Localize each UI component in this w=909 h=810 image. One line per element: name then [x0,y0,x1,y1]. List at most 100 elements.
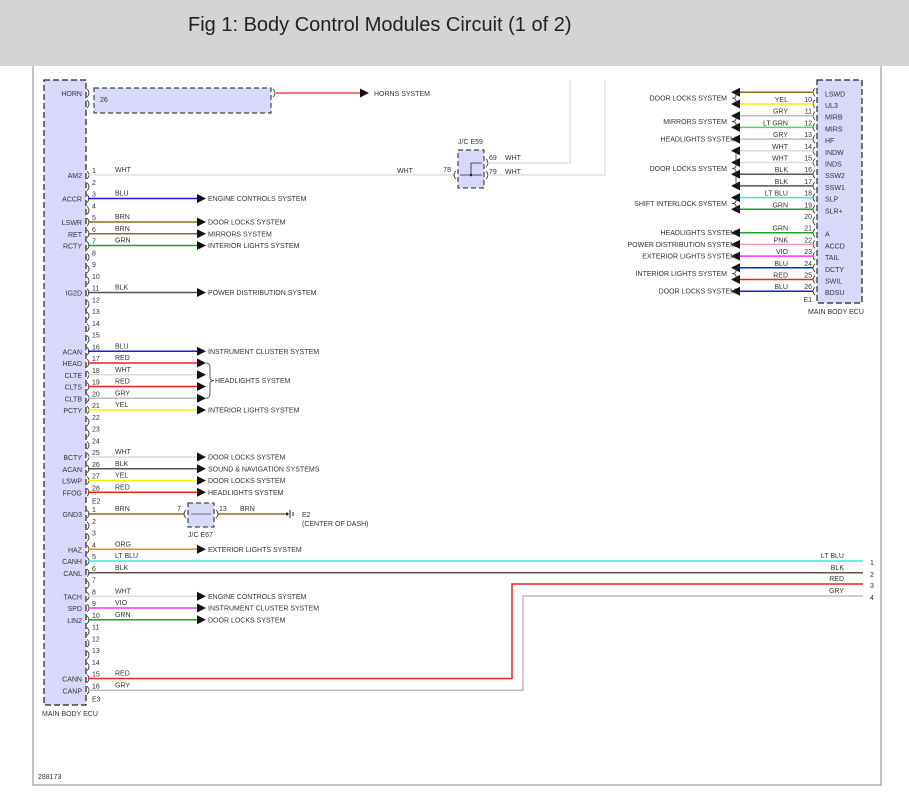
wire-color-label: GRN [115,238,131,245]
wire-color-label: BLU [115,191,129,198]
pin-number: 2 [92,519,96,526]
pin-number: 27 [92,474,100,481]
wire-color-label: BLK [775,179,789,186]
wire-color-label: WHT [115,167,132,174]
pin-number: 1 [92,168,96,175]
pin-number: 4 [92,203,96,210]
pin-number: 20 [92,391,100,398]
pin-number: 21 [92,403,100,410]
arrow-right-icon [197,217,206,227]
connector-pin-mark [812,111,816,120]
connector-pin-mark [86,264,90,274]
arrow-right-icon [197,241,206,250]
wire-color-label: PNK [774,237,789,244]
arrow-left-icon [731,263,740,273]
pin-name-head: HEAD [63,361,82,368]
arrow-right-icon [197,405,206,415]
pin-name-rcty: RCTY [63,244,82,251]
system-label: SOUND & NAVIGATION SYSTEMS [208,466,320,473]
system-label: DOOR LOCKS SYSTEM [659,289,737,296]
wire-color-label: YEL [115,473,128,480]
pin-number: 9 [92,262,96,269]
arrow-left-icon [731,181,740,191]
connector-pin-mark [86,276,90,286]
wire-color-label: BLK [831,565,845,572]
wire-color-label: GRY [773,109,788,116]
connector-pin-mark [812,286,816,296]
connector-pin-mark [812,275,816,284]
pin-name-haz: HAZ [68,547,83,554]
diagram-id: 288173 [38,774,61,781]
pin-name-spd: SPD [68,606,82,613]
pin-number: 24 [92,438,100,445]
pin-number: 17 [92,356,100,363]
group-brace [731,150,741,187]
system-label: INTERIOR LIGHTS SYSTEM [208,243,300,250]
arrow-left-icon [731,134,740,144]
wire-color-label: WHT [115,588,132,595]
wire-color-label: BLK [115,285,129,292]
pin-number: 11 [92,625,99,632]
connector-pin-mark [812,228,816,237]
connector-pin-mark [86,417,90,427]
connector-pin-mark [86,533,90,542]
connector-pin-mark [86,650,90,660]
wire-color-label: WHT [505,155,522,162]
wire-color-label: GRN [115,612,131,619]
arrow-right-icon [197,603,206,613]
system-label: POWER DISTRIBUTION SYSTEM [208,290,317,297]
system-label: DOOR LOCKS SYSTEM [208,617,286,624]
pin-name-swil: SWIL [825,279,842,286]
wire-color-label: WHT [397,168,414,175]
wire-color-label: BLK [775,167,789,174]
wire-color-label: WHT [772,144,789,151]
wire-color-label: BLU [774,284,788,291]
pin-name-hf: HF [825,138,834,145]
junction-connector-e67 [187,502,215,528]
pin-number: 5 [92,215,96,222]
pin-number: 13 [92,309,100,316]
wire-color-label: GRN [772,202,788,209]
pin-number: 25 [804,273,812,280]
pin-number: 79 [489,169,497,176]
pin-name-canh: CANH [62,559,82,566]
wire-color-label: LT BLU [765,191,788,198]
arrow-left-icon [731,122,740,132]
arrow-left-icon [731,204,740,214]
arrow-left-icon [731,169,740,179]
wire-color-label: RED [115,355,130,362]
horn-relay-box [93,87,272,114]
arrow-right-icon [197,370,206,380]
connector-pin-mark [812,193,816,202]
pin-number: 15 [92,672,100,679]
arrow-left-icon [731,158,740,167]
pin-number: 69 [489,155,497,162]
arrow-left-icon [731,99,740,109]
pin-number: 14 [804,144,812,151]
pin-name-ul3: UL3 [825,103,838,110]
arrow-left-icon [731,87,740,97]
connector-pin-mark [86,299,90,309]
connector-pin-mark [812,158,816,167]
connector-pin-mark [812,181,816,191]
group-system-label: INTERIOR LIGHTS SYSTEM [636,271,728,278]
wire-color-label: GRY [115,682,130,689]
pin-number: 13 [92,648,100,655]
pin-number: 18 [804,191,812,198]
right-ecu-label: MAIN BODY ECU [808,309,864,316]
pin-number: 14 [92,660,100,667]
wire-color-label: YEL [775,97,788,104]
wire-e59-79 [488,80,606,176]
arrow-right-icon [197,464,206,474]
group-brace [731,267,741,280]
pin-number: 8 [92,589,96,596]
connector-pin-mark [812,123,816,132]
arrow-right-icon [360,88,369,98]
system-label-horns: HORNS SYSTEM [374,91,430,98]
junction-dot [469,173,473,177]
wire-color-label: VIO [115,600,128,607]
connector-pin-mark [86,580,90,589]
pin-name-lswd: LSWD [825,91,845,98]
pin-number: 13 [804,132,812,139]
pin-name-gnd3: GND3 [63,512,83,519]
